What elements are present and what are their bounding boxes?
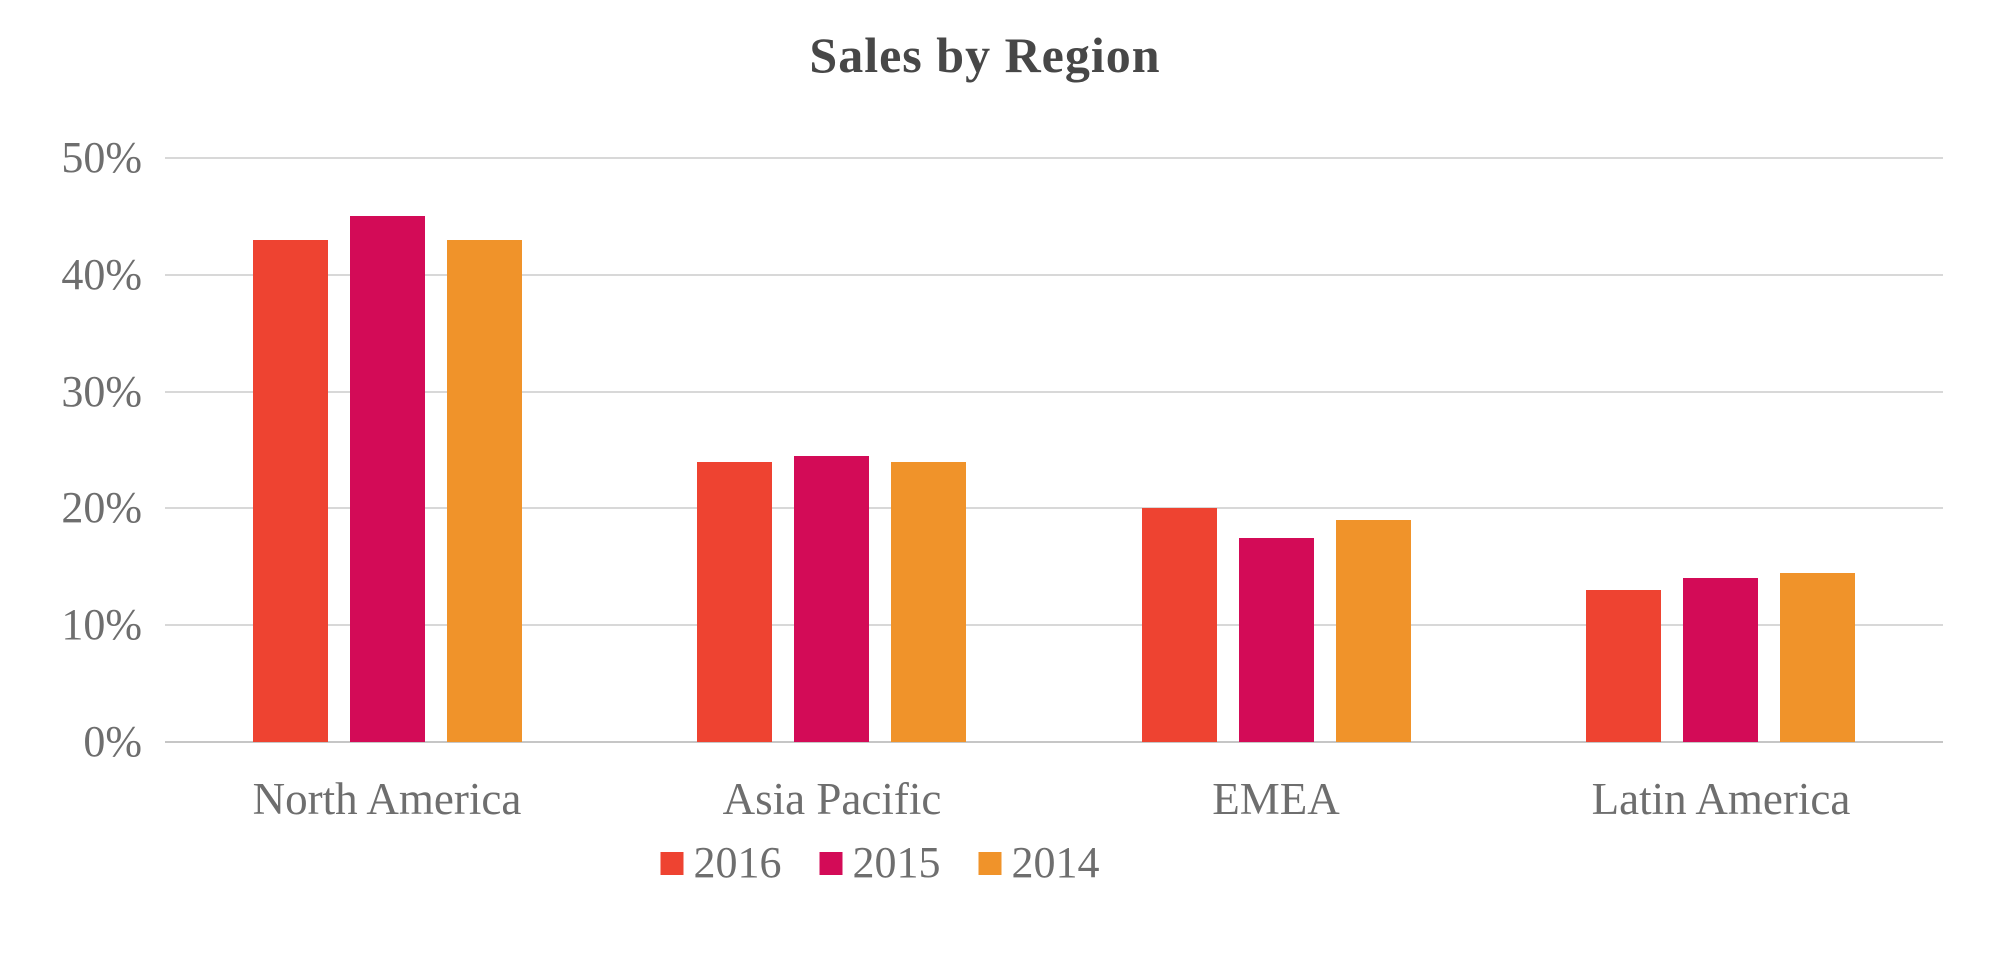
bar-2016-emea [1142,508,1217,742]
y-tick-label: 10% [61,600,142,649]
gridline [165,157,1943,159]
y-tick-label: 0% [83,717,142,766]
y-tick-label: 20% [61,483,142,532]
y-tick-label: 30% [61,367,142,416]
bar-2014-emea [1336,520,1411,742]
category-label: North America [252,774,522,824]
legend-swatch-icon [660,851,684,875]
bar-2016-asia-pacific [697,462,772,742]
legend-item-2016: 2016 [660,838,782,888]
bar-2014-north-america [447,240,522,742]
bar-2016-north-america [253,240,328,742]
legend-swatch-icon [819,851,843,875]
bar-2015-latin-america [1683,578,1758,742]
category-label: EMEA [1212,774,1340,824]
category-label: Latin America [1591,774,1851,824]
y-tick-label: 50% [61,133,142,182]
legend-label: 2014 [1011,838,1100,887]
gridline [165,624,1943,626]
legend-item-2015: 2015 [819,838,941,888]
bar-2016-latin-america [1586,590,1661,742]
legend-label: 2015 [852,838,941,887]
y-tick-label: 40% [61,250,142,299]
x-axis-baseline [165,741,1943,743]
category-label: Asia Pacific [722,774,942,824]
bar-2015-emea [1239,538,1314,742]
legend-swatch-icon [978,851,1002,875]
bar-2014-asia-pacific [891,462,966,742]
bar-2015-north-america [350,216,425,742]
chart-title: Sales by Region [809,27,1161,83]
legend-label: 2016 [693,838,782,887]
chart-legend: 2016 2015 2014 [660,838,1100,888]
gridline [165,391,1943,393]
legend-item-2014: 2014 [978,838,1100,888]
bar-2014-latin-america [1780,573,1855,742]
bar-2015-asia-pacific [794,456,869,742]
gridline [165,507,1943,509]
gridline [165,274,1943,276]
